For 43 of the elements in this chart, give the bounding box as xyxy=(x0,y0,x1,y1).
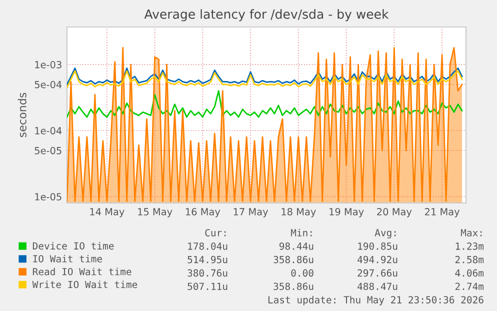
text: 0.00 xyxy=(291,269,314,277)
text: 358.86u xyxy=(274,282,314,290)
line-series xyxy=(67,67,463,86)
legend-label: Device IO time xyxy=(32,242,114,250)
text: 297.66u xyxy=(358,269,398,277)
legend-label: IO Wait time xyxy=(33,254,102,262)
text: 190.85u xyxy=(358,242,398,250)
text: Min: xyxy=(290,228,312,236)
text: 494.92u xyxy=(358,256,398,264)
y-tick-label: 1e-03 xyxy=(35,61,62,68)
y-tick-label: 1e-05 xyxy=(35,193,62,200)
legend-label: Read IO Wait time xyxy=(32,268,132,276)
x-tick-label: 20 May xyxy=(377,208,412,218)
text: 488.47u xyxy=(358,282,398,290)
text: 178.04u xyxy=(188,242,228,250)
x-tick-label: 17 May xyxy=(234,208,268,218)
y-tick-label: 1e-04 xyxy=(35,127,62,134)
text: 380.76u xyxy=(188,269,228,277)
legend-label: Write IO Wait time xyxy=(32,280,138,288)
text: 358.86u xyxy=(274,256,314,264)
x-tick-label: 19 May xyxy=(330,208,364,218)
text: Max: xyxy=(460,229,482,236)
x-tick-label: 15 May xyxy=(138,208,172,218)
y-tick-label: 5e-05 xyxy=(34,146,62,154)
text: Last update: Thu May 21 23:50:36 2026 xyxy=(268,296,484,306)
chart-title: Average latency for /dev/sda - by week xyxy=(144,9,389,22)
text: 507.11u xyxy=(188,282,228,290)
text: 4.06m xyxy=(455,269,484,277)
line-series xyxy=(67,90,463,118)
x-tick-label: 16 May xyxy=(186,208,220,218)
text: Avg: xyxy=(374,229,396,238)
text: 2.58m xyxy=(455,256,484,264)
text: Cur: xyxy=(205,229,226,236)
text: 514.95u xyxy=(188,256,228,264)
x-tick-label: 18 May xyxy=(282,208,316,218)
x-tick-label: 14 May xyxy=(90,208,124,218)
y-tick-label: 5e-04 xyxy=(34,80,62,88)
y-axis-title: seconds xyxy=(18,92,26,138)
text: 98.44u xyxy=(279,242,314,250)
line-series xyxy=(67,70,463,88)
text: 2.74m xyxy=(455,282,484,290)
x-tick-label: 21 May xyxy=(424,208,460,218)
text: 1.23m xyxy=(456,242,484,250)
